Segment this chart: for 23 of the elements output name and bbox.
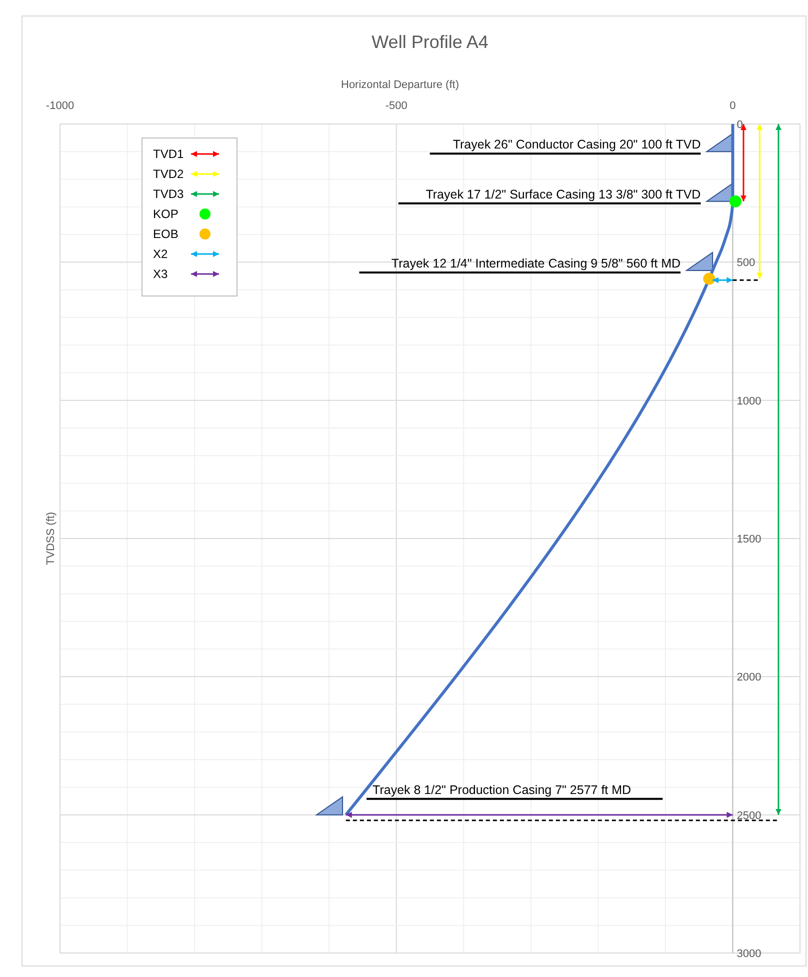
y-tick-label: 2500 (736, 810, 762, 822)
legend-label: TVD1 (153, 147, 184, 161)
legend-label: X2 (153, 247, 168, 261)
y-axis-title: TVDSS (ft) (45, 512, 57, 566)
y-tick-label: 1000 (736, 395, 762, 408)
legend-label: TVD3 (153, 187, 184, 201)
x-axis-title: Horizontal Departure (ft) (341, 79, 459, 91)
x-tick-label: -1000 (46, 100, 74, 112)
y-tick-label: 500 (736, 257, 756, 270)
annotation: Trayek 17 1/2" Surface Casing 13 3/8" 300 ft TVD (426, 187, 701, 202)
legend-label: TVD2 (153, 167, 184, 181)
x-tick-label: -500 (385, 100, 408, 112)
annotation: Trayek 8 1/2" Production Casing 7" 2577 ft MD (372, 782, 632, 797)
chart-title: Well Profile A4 (372, 32, 488, 52)
y-tick-label: 1500 (736, 534, 762, 546)
y-tick-label: 3000 (736, 948, 762, 960)
y-tick-label: 0 (736, 119, 743, 131)
legend-label: X3 (153, 267, 168, 281)
legend-label: EOB (153, 227, 178, 241)
y-tick-label: 2000 (736, 672, 762, 684)
annotation: Trayek 12 1/4" Intermediate Casing 9 5/8" 560 ft MD (391, 256, 681, 270)
legend-label: KOP (153, 207, 178, 221)
annotation: Trayek 26" Conductor Casing 20" 100 ft TVD (452, 138, 701, 152)
